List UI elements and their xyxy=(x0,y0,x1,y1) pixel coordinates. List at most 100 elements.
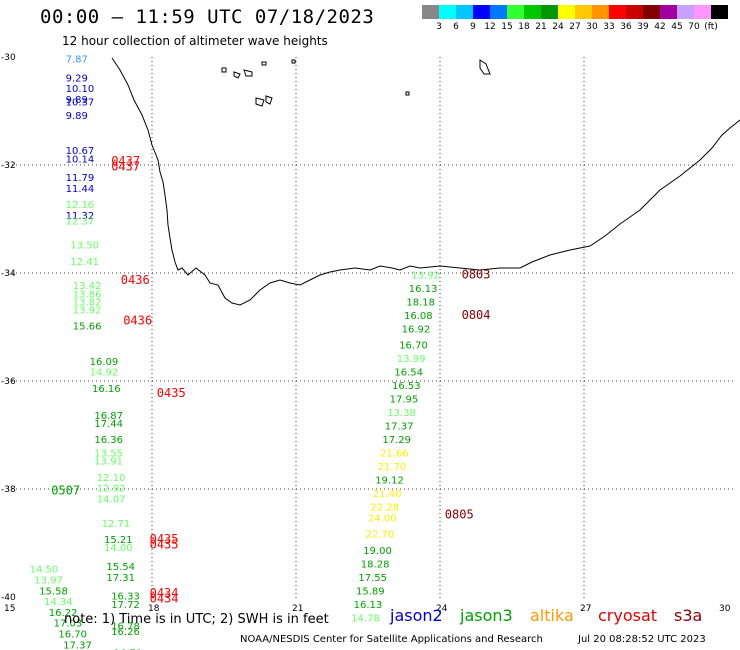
latitude-tick-label: -32 xyxy=(1,161,16,171)
wave-height-label: 14.34 xyxy=(44,597,73,608)
wave-height-label: 17.44 xyxy=(94,419,123,430)
wave-height-label: 13.97 xyxy=(34,576,63,587)
wave-height-label: 17.03 xyxy=(54,619,83,630)
wave-height-label: 24.00 xyxy=(368,513,397,524)
wave-height-label: 12.16 xyxy=(66,200,95,211)
wave-height-label: 9.89 xyxy=(66,95,88,106)
wave-height-label: 22.70 xyxy=(366,530,395,541)
wave-height-label: 16.22 xyxy=(49,608,78,619)
legend-color-swatch xyxy=(422,5,439,19)
legend-color-swatch xyxy=(694,5,711,19)
wave-height-label: 11.79 xyxy=(66,173,95,184)
wave-height-label: 21.70 xyxy=(378,462,407,473)
latitude-tick-label: -30 xyxy=(1,53,16,63)
legend-color-swatch xyxy=(490,5,507,19)
wave-height-label: 15.89 xyxy=(356,586,385,597)
longitude-tick-label: 21 xyxy=(292,604,303,614)
legend-value-label: 24 xyxy=(552,22,564,32)
legend-color-swatch xyxy=(609,5,626,19)
footer-credit: NOAA/NESDIS Center for Satellite Applica… xyxy=(240,634,543,645)
legend-value-label: (ft) xyxy=(704,22,718,32)
pass-time-label: 0436 xyxy=(123,313,152,327)
grid-lines xyxy=(8,57,736,598)
pass-time-label: 0437 xyxy=(111,154,140,168)
wave-height-label: 12.41 xyxy=(70,257,99,268)
legend-value-label: 3 xyxy=(436,22,442,32)
wave-height-label: 17.72 xyxy=(111,600,140,611)
wave-height-label: 16.13 xyxy=(409,284,438,295)
pass-time-label: 0507 xyxy=(51,483,80,497)
legend-color-swatch xyxy=(677,5,694,19)
legend-value-label: 15 xyxy=(501,22,513,32)
wave-height-label: 16.09 xyxy=(90,357,119,368)
wave-height-label: 15.54 xyxy=(106,562,135,573)
wave-height-label: 17.29 xyxy=(382,435,411,446)
legend-color-swatch xyxy=(524,5,541,19)
wave-height-label: 13.92 xyxy=(73,306,102,317)
legend-color-swatch xyxy=(711,5,728,19)
footer-note: note: 1) Time is in UTC; 2) SWH is in fe… xyxy=(64,612,329,627)
legend-color-swatch xyxy=(473,5,490,19)
wave-height-label: 13.91 xyxy=(94,457,123,468)
wave-height-label: 12.71 xyxy=(102,519,131,530)
wave-height-label: 16.26 xyxy=(111,627,140,638)
wave-height-label: 16.33 xyxy=(111,592,140,603)
wave-height-label: 12.92 xyxy=(97,484,126,495)
pass-time-label: 0435 xyxy=(157,386,186,400)
map-title: 00:00 – 11:59 UTC 07/18/2023 xyxy=(40,6,375,28)
satellite-name-altika: altika xyxy=(530,606,574,625)
legend-value-label: 36 xyxy=(620,22,632,32)
wave-height-label: 15.21 xyxy=(104,535,133,546)
pass-time-label: 0434 xyxy=(150,586,179,600)
wave-height-label: 19.00 xyxy=(363,546,392,557)
wave-height-label: 17.31 xyxy=(106,573,135,584)
wave-height-label: 21.66 xyxy=(380,449,409,460)
wave-height-label: 10.37 xyxy=(66,98,95,109)
wave-height-label: 13.99 xyxy=(397,354,426,365)
longitude-tick-label: 24 xyxy=(436,604,448,614)
wave-height-label: 13.82 xyxy=(73,297,102,308)
longitude-tick-label: 18 xyxy=(148,604,160,614)
satellite-name-s3a: s3a xyxy=(674,606,703,625)
pass-time-label: 0804 xyxy=(462,308,491,322)
wave-height-label: 9.29 xyxy=(66,73,88,84)
legend-color-swatch xyxy=(456,5,473,19)
wave-height-label: 15.58 xyxy=(39,586,68,597)
legend-value-label: 27 xyxy=(569,22,581,32)
wave-height-label: 16.87 xyxy=(94,411,123,422)
wave-height-label: 14.00 xyxy=(104,543,133,554)
longitude-labels: 15 18 21 24 27 30 xyxy=(4,604,731,614)
wave-height-label: 14.78 xyxy=(351,613,380,624)
wave-height-label: 14.92 xyxy=(90,368,119,379)
latitude-tick-label: -34 xyxy=(1,269,16,279)
wave-height-label: 17.37 xyxy=(63,640,92,650)
legend-color-swatch xyxy=(575,5,592,19)
latitude-tick-label: -40 xyxy=(1,593,16,603)
legend-color-swatch xyxy=(507,5,524,19)
islands xyxy=(221,59,491,107)
longitude-tick-label: 30 xyxy=(719,604,731,614)
wave-height-label: 13.38 xyxy=(387,408,416,419)
legend-value-label: 33 xyxy=(603,22,615,32)
wave-height-label: 13.86 xyxy=(73,289,102,300)
pass-time-label: 0437 xyxy=(111,159,140,173)
pass-time-label: 0435 xyxy=(150,537,179,551)
legend-color-swatch xyxy=(643,5,660,19)
wave-height-label: 11.44 xyxy=(66,184,95,195)
wave-height-label: 16.70 xyxy=(58,630,87,641)
wave-height-label: 12.37 xyxy=(66,216,95,227)
wave-height-label: 21.40 xyxy=(373,489,402,500)
pass-time-label: 0805 xyxy=(445,508,474,522)
pass-time-label: 0435 xyxy=(150,532,179,546)
legend-value-label: 70 xyxy=(688,22,700,32)
coastline-africa xyxy=(111,57,740,306)
wave-height-label: 9.89 xyxy=(66,111,88,122)
latitude-labels: -30 -32 -34 -36 -38 -40 xyxy=(1,53,16,603)
legend-color-swatch xyxy=(626,5,643,19)
pass-time-layer: 0437043704360436043504350435043404340507… xyxy=(51,154,490,605)
wave-height-label: 12.10 xyxy=(97,473,126,484)
wave-height-label: 16.78 xyxy=(111,621,140,632)
legend-value-label: 12 xyxy=(484,22,496,32)
wave-height-label: 18.18 xyxy=(406,297,435,308)
